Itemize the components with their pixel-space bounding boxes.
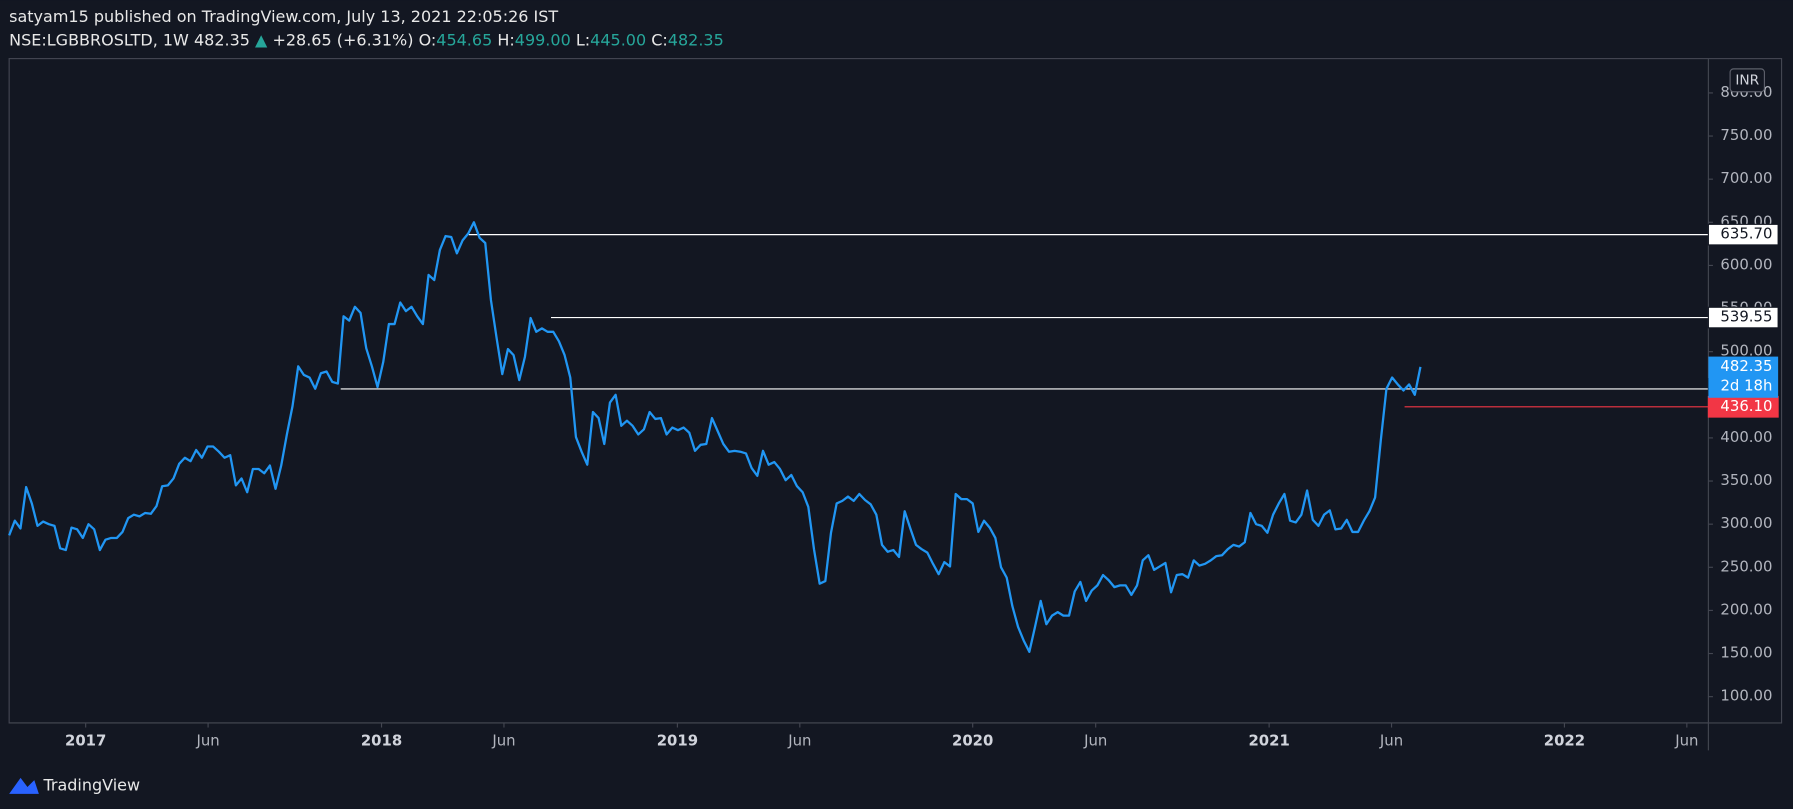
last-price-tag xyxy=(1708,356,1779,398)
ohlc-key: O: xyxy=(419,30,437,49)
ohlc-key: C: xyxy=(651,30,668,49)
x-tick-label: Jun xyxy=(1674,731,1698,749)
x-tick-label: Jun xyxy=(787,731,811,749)
x-tick-label: 2020 xyxy=(952,731,993,749)
x-tick-label: 2021 xyxy=(1248,731,1289,749)
symbol: NSE:LGBBROSLTD, 1W xyxy=(9,30,189,49)
y-tick-label: 100.00 xyxy=(1720,687,1772,705)
x-tick-label: Jun xyxy=(491,731,515,749)
change: +28.65 (+6.31%) xyxy=(272,30,413,49)
y-tick-label: 600.00 xyxy=(1720,255,1772,273)
level-tag-label: 635.70 xyxy=(1720,225,1772,243)
currency-button[interactable] xyxy=(1729,68,1765,93)
level-tag-label: 436.10 xyxy=(1720,397,1772,415)
x-tick-label: 2019 xyxy=(657,731,698,749)
publish-info: satyam15 published on TradingView.com, J… xyxy=(9,7,558,26)
level-tag xyxy=(1707,306,1779,329)
x-tick-label: Jun xyxy=(1379,731,1403,749)
x-tick-label: Jun xyxy=(1083,731,1107,749)
symbol-line: NSE:LGBBROSLTD, 1W 482.35 ▲ +28.65 (+6.3… xyxy=(9,30,724,49)
ohlc-value: 499.00 xyxy=(515,30,571,49)
ohlc-value: 454.65 xyxy=(436,30,492,49)
level-tag-label: 539.55 xyxy=(1720,308,1772,326)
y-tick-label: 400.00 xyxy=(1720,428,1772,446)
y-tick-label: 750.00 xyxy=(1720,126,1772,144)
x-tick-label: Jun xyxy=(195,731,219,749)
logo-text: TradingView xyxy=(42,775,140,794)
y-tick-label: 500.00 xyxy=(1720,342,1772,360)
y-tick-label: 250.00 xyxy=(1720,557,1772,575)
ohlc-key: H: xyxy=(497,30,514,49)
level-tag xyxy=(1707,223,1779,246)
x-tick-label: 2017 xyxy=(65,731,106,749)
y-tick-label: 350.00 xyxy=(1720,471,1772,489)
last-price-label: 482.35 xyxy=(1720,357,1772,375)
ohlc-value: 482.35 xyxy=(668,30,724,49)
x-tick-label: 2018 xyxy=(361,731,402,749)
y-tick-label: 300.00 xyxy=(1720,514,1772,532)
logo-icon xyxy=(9,777,39,794)
ohlc-key: L: xyxy=(576,30,590,49)
x-tick-label: 2022 xyxy=(1544,731,1585,749)
price-line xyxy=(8,221,1422,653)
ohlc-value: 445.00 xyxy=(590,30,646,49)
currency-label[interactable]: INR xyxy=(1735,72,1759,88)
arrow: ▲ xyxy=(255,30,268,49)
price: 482.35 xyxy=(194,30,250,49)
countdown: 2d 18h xyxy=(1720,376,1772,394)
y-tick-label: 200.00 xyxy=(1720,600,1772,618)
y-tick-label: 700.00 xyxy=(1720,169,1772,187)
y-tick-label: 150.00 xyxy=(1720,644,1772,662)
